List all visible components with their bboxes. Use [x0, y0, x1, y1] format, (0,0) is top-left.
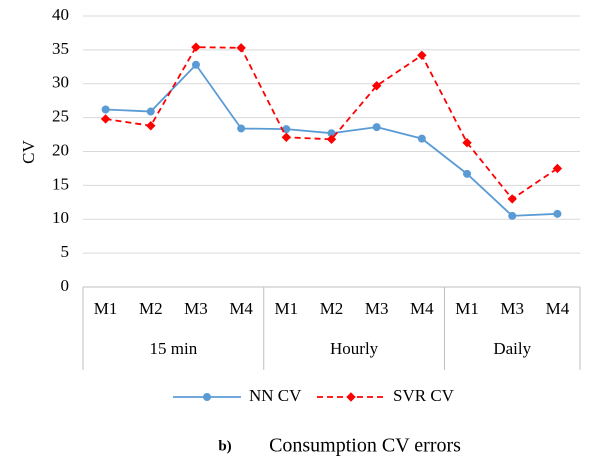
caption-label: b): [218, 438, 231, 454]
point: [463, 169, 472, 178]
x-tick-label: M1: [94, 299, 118, 318]
point: [101, 105, 110, 114]
x-tick-label: M3: [500, 299, 524, 318]
point: [100, 114, 111, 124]
y-tick-label: 5: [61, 242, 70, 261]
legend-marker: [203, 393, 211, 401]
x-tick-label: M4: [229, 299, 253, 318]
group-label: Hourly: [330, 339, 379, 358]
point: [326, 134, 337, 145]
x-tick-label: M2: [139, 299, 163, 318]
point: [371, 81, 382, 91]
y-tick-label: 10: [52, 208, 69, 227]
y-tick-label: 35: [52, 39, 69, 58]
y-tick-label: 25: [52, 107, 69, 126]
group-label: 15 min: [150, 339, 198, 358]
point: [462, 137, 472, 148]
point: [191, 42, 201, 52]
x-tick-label: M4: [410, 299, 434, 318]
group-label: Daily: [493, 339, 531, 358]
point: [552, 163, 563, 174]
y-tick-label: 15: [52, 174, 69, 193]
x-tick-label: M3: [365, 299, 389, 318]
series-line: [105, 46, 558, 201]
point: [146, 121, 156, 131]
point: [372, 123, 381, 132]
x-tick-label: M2: [320, 299, 344, 318]
point: [237, 124, 246, 133]
x-tick-label: M4: [546, 299, 570, 318]
y-axis-label: CV: [19, 139, 38, 163]
point: [553, 209, 562, 218]
legend-label: SVR CV: [393, 386, 455, 405]
y-tick-label: 0: [61, 276, 70, 295]
point: [191, 60, 200, 69]
point: [236, 43, 246, 53]
point: [508, 211, 517, 220]
point: [417, 134, 426, 143]
x-tick-label: M3: [184, 299, 208, 318]
y-tick-label: 20: [52, 140, 69, 159]
point: [417, 50, 427, 61]
x-tick-label: M1: [275, 299, 299, 318]
y-tick-label: 30: [52, 73, 69, 92]
x-tick-label: M1: [455, 299, 479, 318]
legend-label: NN CV: [249, 386, 302, 405]
caption-text: Consumption CV errors: [269, 435, 461, 457]
point: [281, 132, 292, 142]
point: [507, 194, 517, 204]
legend-marker: [346, 392, 356, 402]
y-tick-label: 40: [52, 5, 69, 24]
point: [146, 107, 155, 116]
